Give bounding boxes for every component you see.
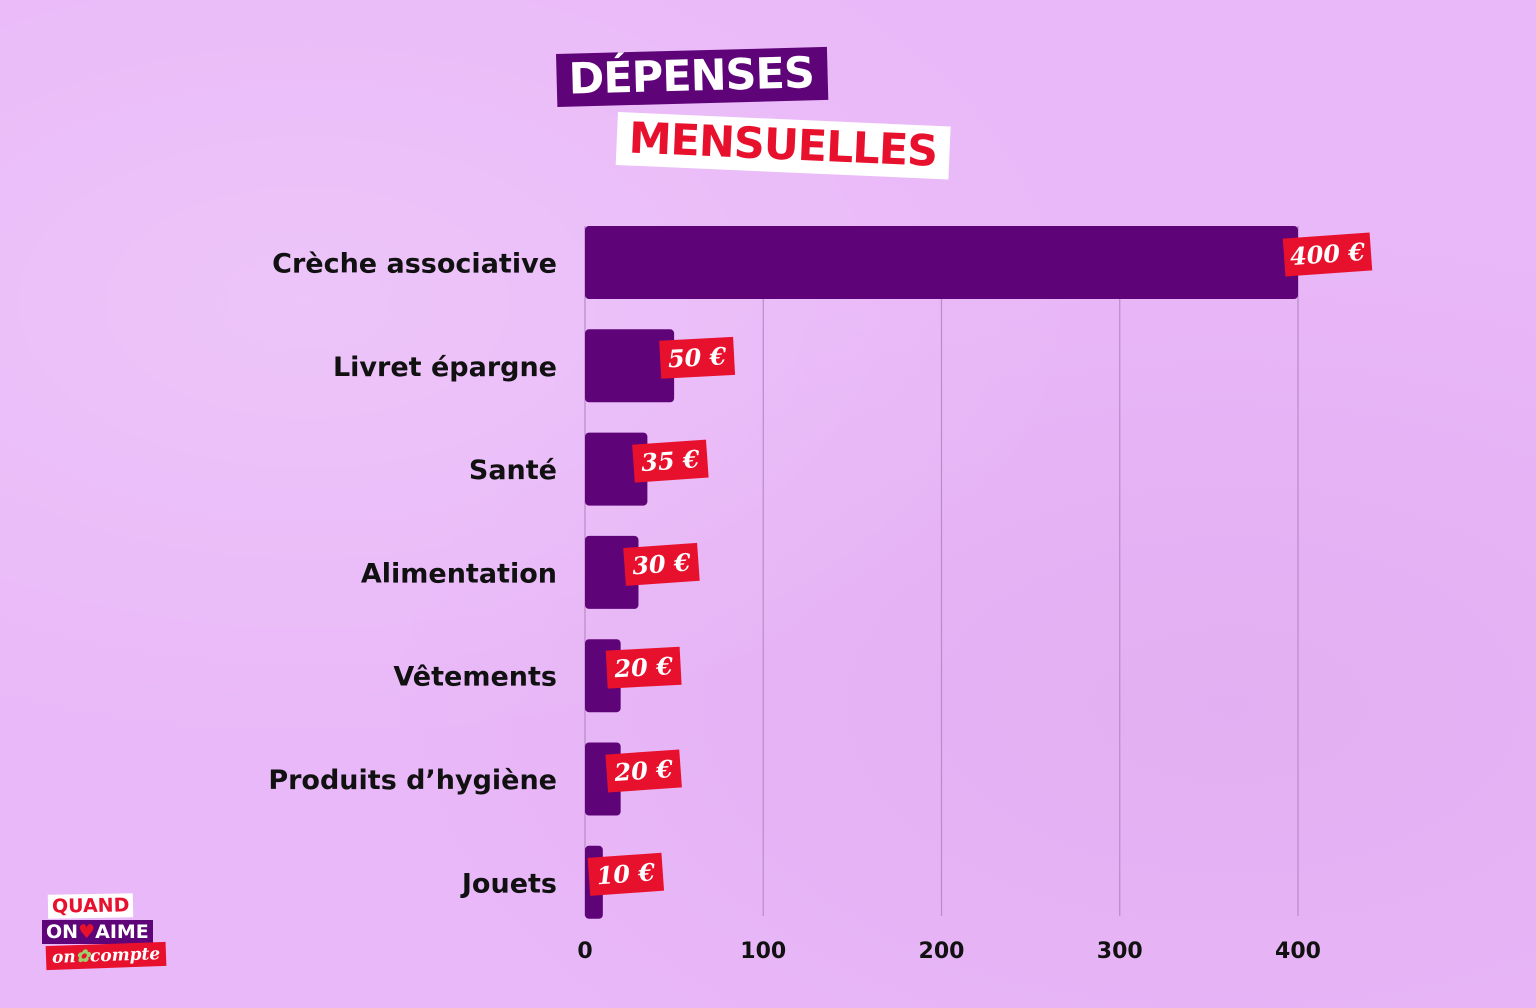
value-label-0: 400 € (1282, 232, 1373, 277)
value-label-text-5: 20 € (612, 754, 674, 787)
value-label-4: 20 € (605, 646, 682, 689)
bar-0 (585, 226, 1298, 299)
logo-line-1: QUAND (47, 893, 134, 919)
logo-line-3: on✿compte (45, 941, 167, 971)
category-label-6: Jouets (460, 868, 557, 899)
value-label-bg-0 (1282, 232, 1373, 277)
value-label-bg-6 (587, 852, 665, 896)
logo-text-on-2: on (51, 947, 77, 968)
brand-logo: QUAND ON♥AIME on✿compte (40, 892, 190, 982)
value-label-text-0: 400 € (1289, 237, 1366, 271)
value-label-bg-4 (605, 646, 682, 689)
tick-label-0: 0 (577, 939, 592, 964)
value-label-text-4: 20 € (613, 651, 674, 683)
category-labels: Crèche associative Livret épargne Santé Ali… (268, 249, 557, 900)
value-label-text-6: 10 € (596, 857, 657, 890)
logo-line-2: ON♥AIME (42, 920, 153, 944)
logo-text-on: ON (46, 921, 79, 943)
bar-2 (585, 432, 648, 506)
tick-label-200: 200 (919, 939, 965, 964)
x-axis-ticks: 0 100 200 300 400 (577, 939, 1321, 964)
value-label-bg-5 (605, 749, 682, 793)
heart-icon: ♥ (78, 921, 96, 943)
value-label-bg-1 (659, 336, 736, 379)
value-label-bg-3 (623, 542, 700, 586)
value-label-5: 20 € (605, 749, 682, 793)
category-label-4: Vêtements (393, 662, 557, 693)
logo-text-compte: compte (89, 944, 161, 967)
category-label-2: Santé (469, 455, 557, 486)
logo-text-aime: AIME (95, 921, 149, 943)
bar-1 (585, 329, 675, 403)
tick-label-100: 100 (740, 939, 786, 964)
tick-label-300: 300 (1097, 939, 1143, 964)
value-label-3: 30 € (623, 542, 700, 586)
value-labels: 400 € 50 € 35 € 30 € 20 € 20 € 10 € (587, 232, 1373, 896)
value-label-1: 50 € (659, 336, 736, 379)
value-label-6: 10 € (587, 852, 665, 896)
tick-label-400: 400 (1275, 939, 1321, 964)
value-label-bg-2 (632, 439, 709, 483)
category-label-5: Produits d’hygiène (268, 765, 557, 796)
clover-icon: ✿ (75, 946, 91, 968)
category-label-1: Livret épargne (333, 352, 557, 383)
category-label-3: Alimentation (361, 558, 557, 589)
value-label-2: 35 € (632, 439, 709, 483)
value-label-text-2: 35 € (640, 444, 701, 477)
category-label-0: Crèche associative (272, 249, 557, 280)
value-label-text-1: 50 € (667, 341, 727, 373)
value-label-text-3: 30 € (631, 547, 692, 580)
